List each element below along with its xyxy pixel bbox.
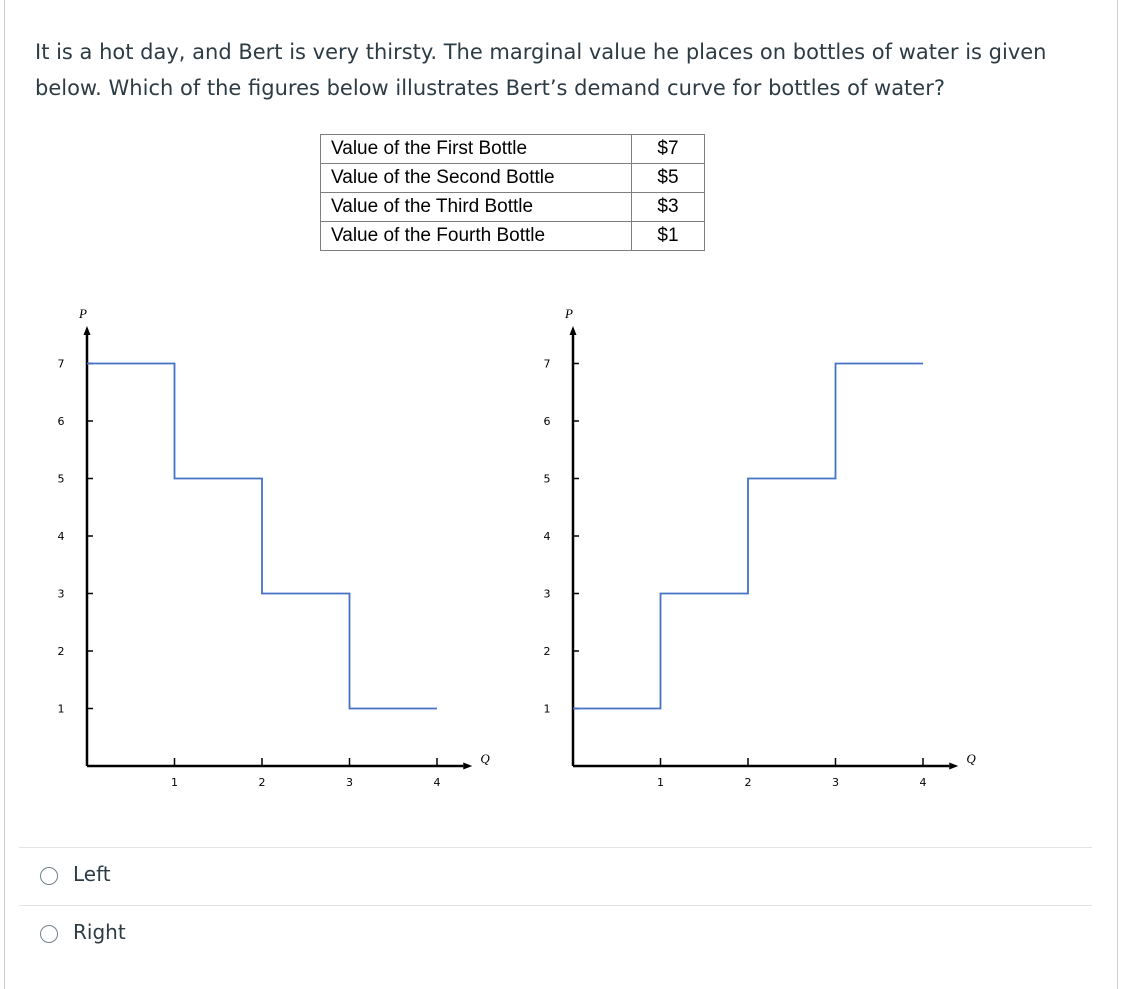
y-tick-label: 6 [544, 415, 551, 428]
marginal-value-table: Value of the First Bottle $7 Value of th… [320, 134, 705, 251]
y-axis-label: P [78, 306, 87, 321]
question-text: It is a hot day, and Bert is very thirst… [35, 40, 1047, 100]
answer-options: Left Right [19, 847, 1092, 963]
x-tick-label: 1 [657, 776, 664, 789]
table-cell-value: $7 [631, 134, 705, 164]
y-tick-label: 2 [58, 645, 65, 658]
x-axis-arrow [463, 762, 473, 770]
demand-step-line [87, 362, 437, 710]
demand-step-line [573, 362, 923, 710]
table-row: Value of the Second Bottle $5 [320, 163, 705, 193]
quiz-frame [4, 0, 1118, 989]
y-tick-label: 4 [544, 530, 551, 543]
table-cell-label: Value of the Fourth Bottle [320, 221, 632, 251]
y-tick-label: 5 [544, 473, 551, 486]
x-tick-label: 1 [171, 776, 178, 789]
y-axis-arrow [83, 326, 91, 335]
radio-button[interactable] [40, 925, 58, 943]
table-cell-value: $1 [631, 221, 705, 251]
left-demand-chart: P Q 1 2 3 4 5 6 7 1 2 3 4 [58, 306, 491, 789]
x-tick-label: 2 [745, 776, 752, 789]
y-tick-label: 5 [58, 473, 65, 486]
y-axis-arrow [569, 326, 577, 335]
table-cell-label: Value of the Third Bottle [320, 192, 632, 222]
x-axis-arrow [949, 762, 959, 770]
table-cell-value: $5 [631, 163, 705, 193]
table-row: Value of the Fourth Bottle $1 [320, 221, 705, 251]
table-row: Value of the First Bottle $7 [320, 134, 705, 164]
y-tick-label: 1 [544, 703, 551, 716]
answer-option-right[interactable]: Right [19, 905, 1092, 963]
table-cell-label: Value of the Second Bottle [320, 163, 632, 193]
y-tick-label: 3 [544, 588, 551, 601]
answer-label: Right [73, 920, 126, 944]
y-tick-label: 4 [58, 530, 65, 543]
right-demand-chart: P Q 1 2 3 4 5 6 7 1 2 3 4 [544, 306, 977, 789]
y-tick-label: 2 [544, 645, 551, 658]
x-tick-label: 4 [434, 776, 441, 789]
x-axis-label: Q [480, 751, 490, 766]
x-tick-label: 3 [832, 776, 839, 789]
y-tick-label: 7 [58, 358, 65, 371]
y-tick-label: 6 [58, 415, 65, 428]
x-axis-label: Q [966, 751, 976, 766]
y-axis-label: P [564, 306, 573, 321]
answer-option-left[interactable]: Left [19, 847, 1092, 905]
answer-label: Left [73, 862, 111, 886]
table-row: Value of the Third Bottle $3 [320, 192, 705, 222]
x-tick-label: 4 [920, 776, 927, 789]
radio-button[interactable] [40, 867, 58, 885]
x-tick-label: 2 [259, 776, 266, 789]
x-tick-label: 3 [346, 776, 353, 789]
y-tick-label: 7 [544, 358, 551, 371]
table-cell-label: Value of the First Bottle [320, 134, 632, 164]
table-cell-value: $3 [631, 192, 705, 222]
y-tick-label: 1 [58, 703, 65, 716]
y-tick-label: 3 [58, 588, 65, 601]
